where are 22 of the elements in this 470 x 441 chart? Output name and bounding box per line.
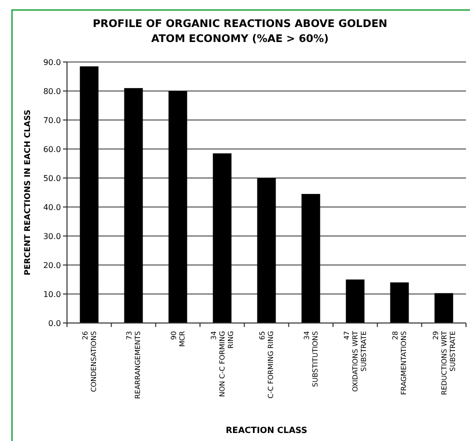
y-tick-label: 80.0 (43, 86, 61, 96)
y-axis-title: PERCENT REACTIONS IN EACH CLASS (23, 109, 32, 276)
y-tick-label: 30.0 (43, 232, 61, 241)
bar (212, 153, 232, 323)
bar (434, 293, 454, 323)
bar (80, 66, 98, 323)
bar (390, 282, 409, 323)
y-tick-label: 70.0 (43, 116, 61, 125)
y-tick-label: 50.0 (43, 174, 61, 183)
y-tick-label: 90.0 (43, 58, 61, 67)
bar (257, 178, 276, 323)
y-tick-label: 60.0 (43, 144, 61, 154)
bar (302, 194, 320, 323)
bar (346, 280, 364, 323)
bar (124, 88, 143, 323)
y-tick-label: 10.0 (43, 290, 61, 299)
y-tick-label: 20.0 (43, 260, 61, 270)
y-tick-label: 40.0 (43, 202, 61, 212)
y-tick-label: 0.0 (48, 318, 61, 328)
x-axis-title: REACTION CLASS (226, 426, 308, 436)
chart-title: PROFILE OF ORGANIC REACTIONS ABOVE GOLDEN ATOM ECONOMY (%AE > 60%) (92, 18, 388, 45)
bar (168, 91, 188, 323)
